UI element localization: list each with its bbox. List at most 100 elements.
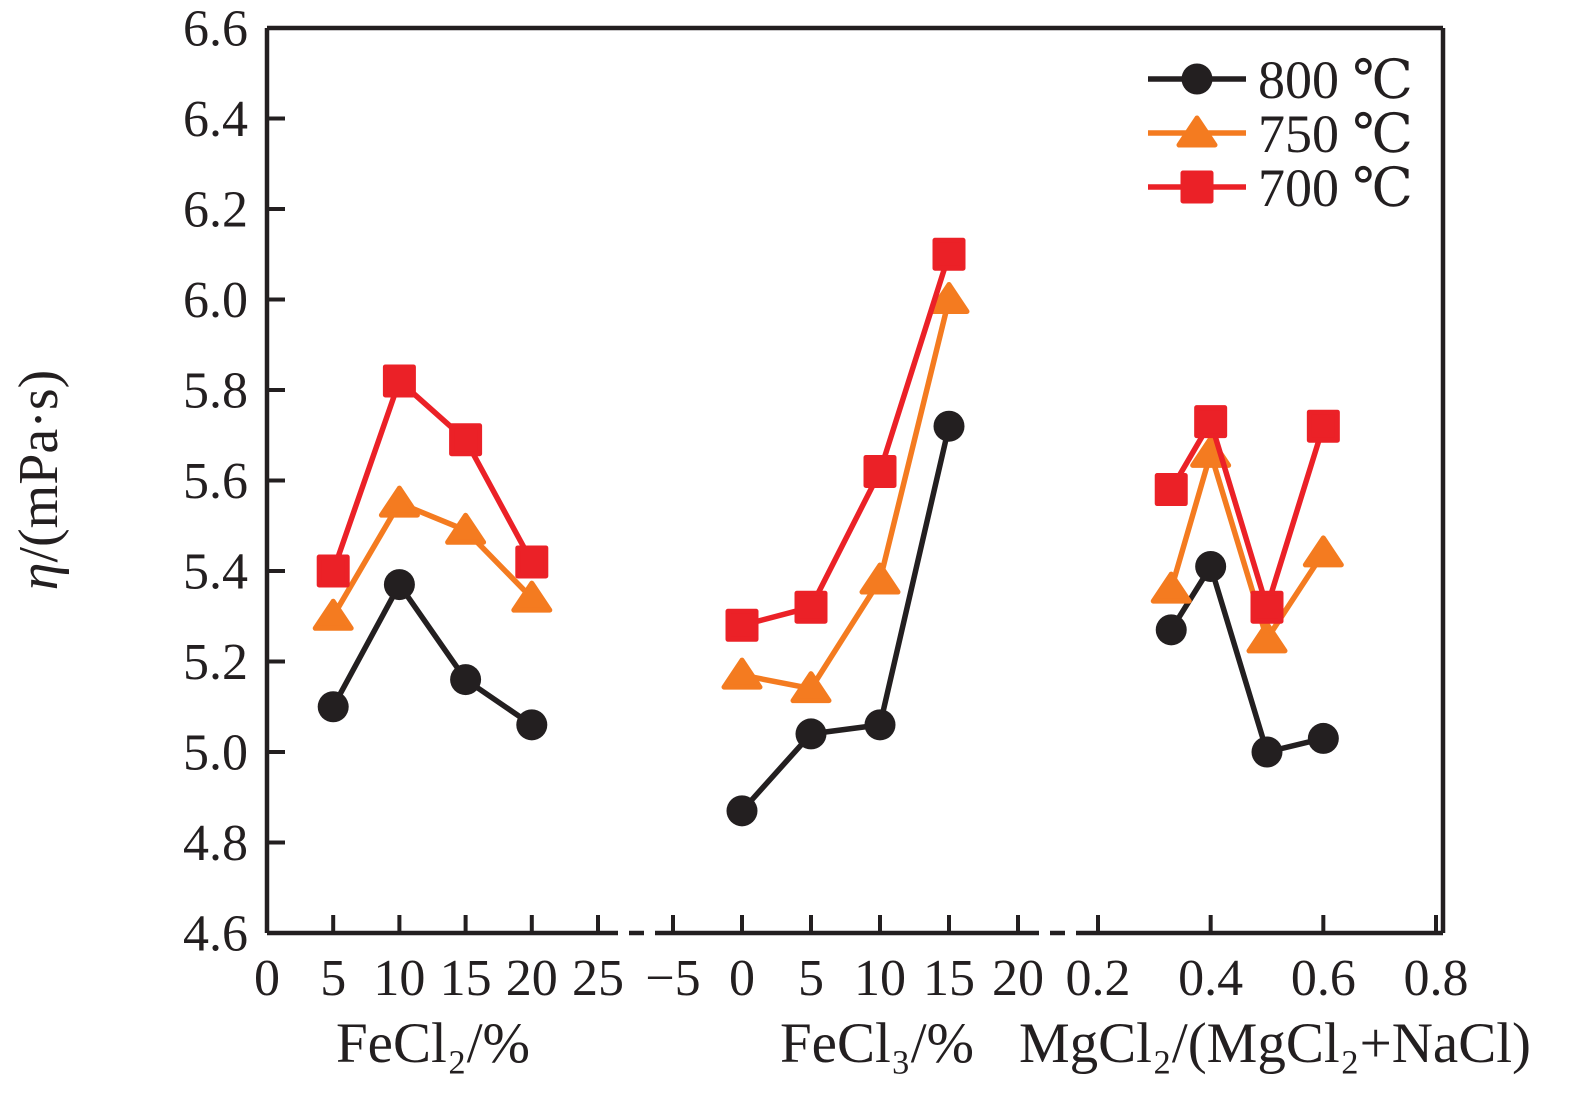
- series-700c-panel-0: [316, 364, 549, 588]
- series-800c-panel-1: [726, 410, 965, 827]
- triangle-marker-750c: [1150, 571, 1192, 604]
- x-axis-1: −5 0 5 10 15 20 FeCl₃/%: [645, 915, 1044, 1075]
- y-tick-label: 5.4: [183, 544, 248, 601]
- x-tick-label: 0: [254, 950, 280, 1007]
- x-axis-title-2: MgCl₂/(MgCl₂+NaCl): [1019, 1012, 1531, 1075]
- x-tick-label: 20: [506, 950, 558, 1007]
- square-marker-700c: [316, 554, 350, 588]
- triangle-marker-750c: [721, 657, 763, 690]
- square-marker-700c: [1194, 405, 1228, 439]
- square-icon: [1180, 170, 1214, 204]
- series-line-700c: [330, 378, 535, 574]
- circle-marker-800c: [726, 795, 758, 827]
- square-marker-700c: [449, 423, 483, 457]
- triangle-marker-750c: [445, 512, 487, 545]
- series-line-750c: [739, 296, 952, 692]
- triangle-marker-750c: [378, 485, 420, 518]
- y-tick-label: 6.2: [183, 182, 248, 239]
- square-marker-700c: [725, 608, 759, 642]
- legend-entry-700c: 700 ℃: [1148, 158, 1413, 218]
- triangle-marker-750c: [859, 562, 901, 595]
- triangle-marker-750c: [511, 580, 553, 613]
- legend-entry-750c: 750 ℃: [1148, 104, 1413, 164]
- x-tick-label: 0.6: [1291, 950, 1356, 1007]
- y-tick-label: 6.0: [183, 272, 248, 329]
- circle-marker-800c: [933, 410, 965, 442]
- x-tick-label: −5: [645, 950, 700, 1007]
- square-marker-700c: [515, 545, 549, 579]
- series-700c-panel-2: [1154, 405, 1340, 624]
- y-axis: 4.6 4.8 5.0 5.2 5.4 5.6 5.8 6.0 6.2 6.4 6.6 η/(mPa·…: [8, 1, 285, 963]
- triangle-marker-750c: [312, 598, 354, 631]
- x-tick-label: 5: [798, 950, 824, 1007]
- triangle-marker-750c: [928, 282, 970, 314]
- x-axis-0: 0 5 10 15 20 25 FeCl₂/%: [254, 915, 624, 1075]
- triangle-marker-750c: [790, 671, 832, 704]
- y-tick-label: 5.2: [183, 634, 248, 691]
- series-750c-panel-1: [721, 282, 970, 704]
- series-line-800c: [1168, 563, 1327, 755]
- legend-label: 700 ℃: [1258, 158, 1413, 218]
- y-axis-title: η/(mPa·s): [8, 370, 70, 591]
- y-tick-label: 6.4: [183, 91, 248, 148]
- x-tick-label: 15: [923, 950, 975, 1007]
- square-marker-700c: [1154, 473, 1188, 507]
- square-marker-700c: [932, 237, 966, 271]
- x-axis-title-0: FeCl₂/%: [336, 1012, 530, 1075]
- x-tick-label: 15: [440, 950, 492, 1007]
- y-tick-label: 5.0: [183, 725, 248, 782]
- x-axis-title-1: FeCl₃/%: [780, 1012, 974, 1075]
- series-line-800c: [330, 581, 535, 728]
- triangle-marker-750c: [1246, 621, 1288, 654]
- square-marker-700c: [863, 454, 897, 488]
- y-tick-label: 5.8: [183, 363, 248, 420]
- series-line-750c: [1168, 450, 1327, 642]
- series-750c-panel-0: [312, 485, 553, 631]
- circle-marker-800c: [317, 691, 349, 723]
- series-800c-panel-0: [317, 569, 548, 741]
- legend-label: 750 ℃: [1258, 104, 1413, 164]
- circle-marker-800c: [1155, 614, 1187, 646]
- y-tick-label: 4.6: [183, 906, 248, 963]
- circle-marker-800c: [450, 664, 482, 696]
- x-tick-label: 0.8: [1404, 950, 1469, 1007]
- x-tick-label: 0.2: [1066, 950, 1131, 1007]
- y-tick-label: 5.6: [183, 453, 248, 510]
- x-tick-label: 10: [854, 950, 906, 1007]
- x-tick-label: 5: [320, 950, 346, 1007]
- circle-marker-800c: [383, 569, 415, 601]
- y-tick-label: 4.8: [183, 815, 248, 872]
- x-tick-label: 25: [572, 950, 624, 1007]
- square-marker-700c: [794, 590, 828, 624]
- triangle-icon: [1176, 115, 1218, 148]
- x-tick-label: 0.4: [1178, 950, 1243, 1007]
- circle-marker-800c: [864, 709, 896, 741]
- series-700c-panel-1: [725, 237, 966, 642]
- series-800c-panel-2: [1155, 550, 1339, 768]
- series-line-800c: [739, 423, 952, 814]
- triangle-marker-750c: [1302, 535, 1344, 568]
- square-marker-700c: [1306, 409, 1340, 443]
- x-tick-label: 10: [373, 950, 425, 1007]
- series-750c-panel-2: [1150, 435, 1344, 654]
- x-tick-label: 20: [992, 950, 1044, 1007]
- circle-marker-800c: [795, 718, 827, 750]
- square-marker-700c: [382, 364, 416, 398]
- series-line-700c: [739, 251, 952, 629]
- series-line-700c: [1168, 418, 1327, 610]
- circle-marker-800c: [1251, 736, 1283, 768]
- plot-frame: [264, 25, 1446, 936]
- legend-label: 800 ℃: [1258, 50, 1413, 110]
- square-marker-700c: [1250, 590, 1284, 624]
- circle-icon: [1181, 63, 1213, 95]
- circle-marker-800c: [1195, 550, 1227, 582]
- x-tick-label: 0: [729, 950, 755, 1007]
- series-line-750c: [330, 500, 535, 619]
- legend-entry-800c: 800 ℃: [1148, 50, 1413, 110]
- circle-marker-800c: [516, 709, 548, 741]
- circle-marker-800c: [1307, 722, 1339, 754]
